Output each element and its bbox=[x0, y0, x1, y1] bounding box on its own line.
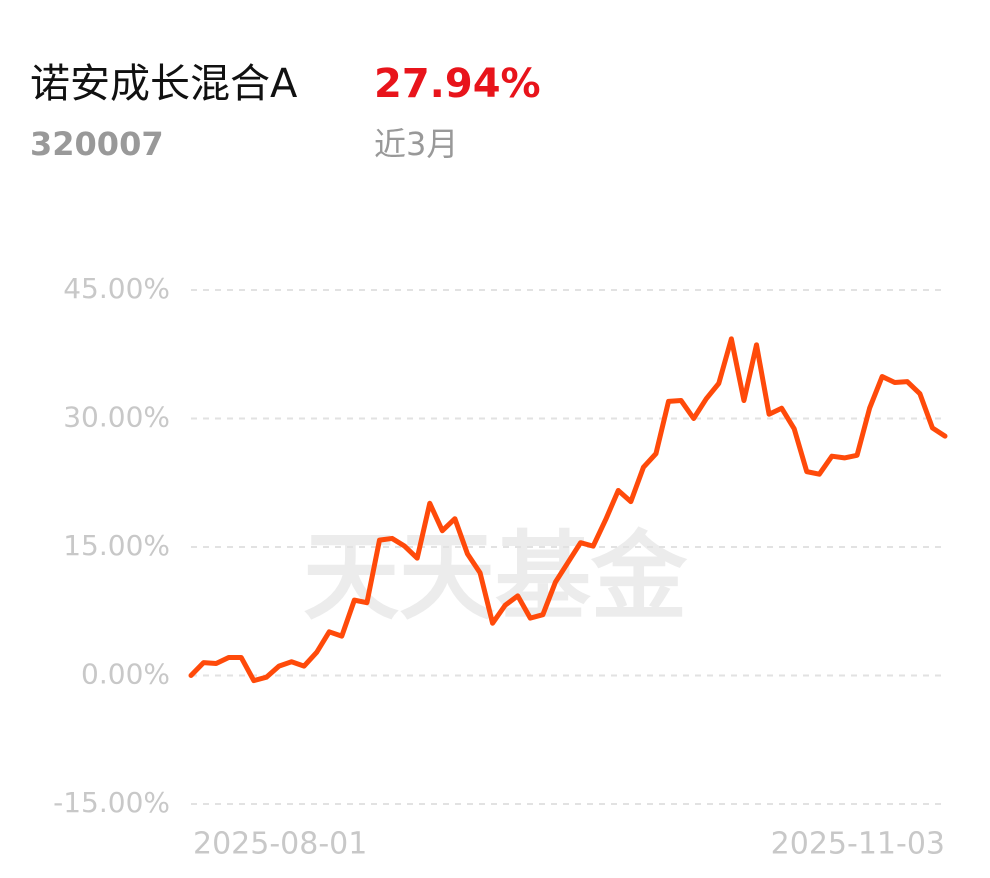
y-tick-label: 30.00% bbox=[63, 401, 170, 434]
y-tick-label: -15.00% bbox=[53, 786, 170, 819]
y-tick-label: 45.00% bbox=[63, 272, 170, 305]
y-tick-label: 0.00% bbox=[81, 658, 170, 691]
watermark: 天天基金 bbox=[303, 520, 688, 633]
fund-return: 27.94% bbox=[374, 61, 541, 107]
x-tick-label: 2025-11-03 bbox=[771, 827, 945, 862]
price-line bbox=[188, 336, 948, 684]
fund-name: 诺安成长混合A bbox=[30, 61, 298, 107]
x-tick-label: 2025-08-01 bbox=[193, 827, 367, 862]
period-label: 近3月 bbox=[374, 125, 458, 163]
fund-code: 320007 bbox=[30, 125, 164, 163]
y-tick-label: 15.00% bbox=[63, 529, 170, 562]
